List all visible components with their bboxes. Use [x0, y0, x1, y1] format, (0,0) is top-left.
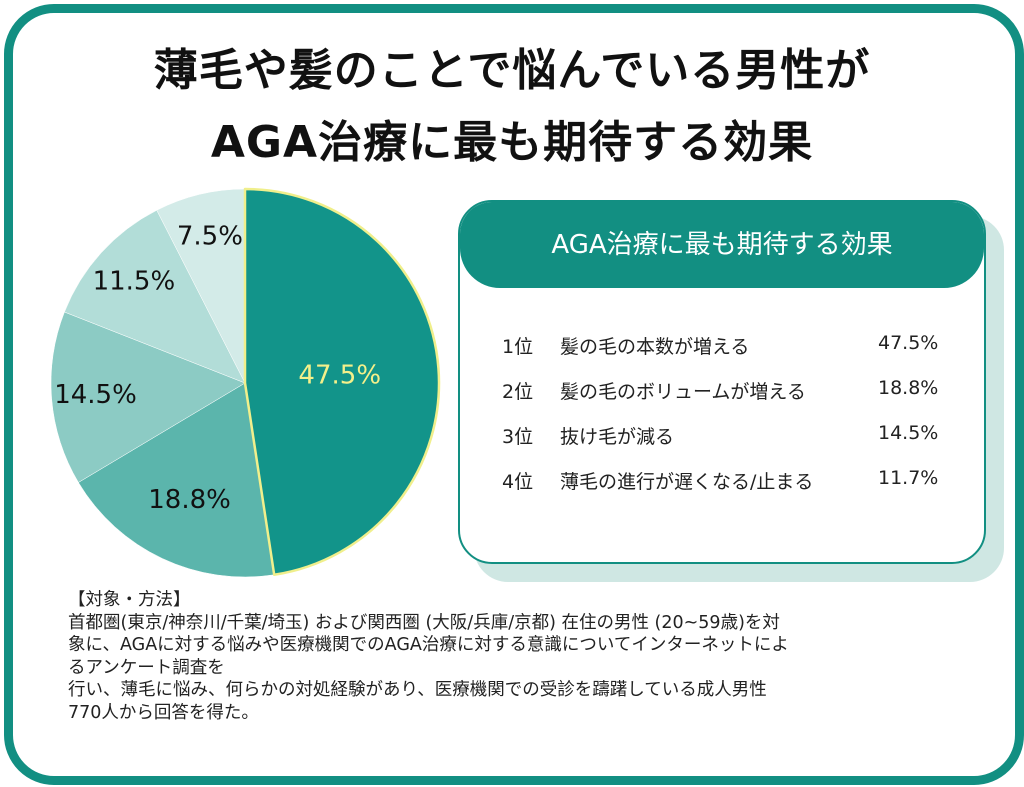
- pie-label-1: 47.5%: [298, 360, 381, 390]
- pie-slice-2: [78, 382, 275, 578]
- rank-label: 薄毛の進行が遅くなる/止まる: [560, 471, 814, 493]
- card-header: AGA治療に最も期待する効果: [460, 202, 984, 288]
- pie-chart: 47.5% 18.8% 14.5% 11.5%7.5%: [50, 187, 441, 578]
- method-line: 首都圏(東京/神奈川/千葉/埼玉) および関西圏 (大阪/兵庫/京都) 在住の男…: [68, 612, 780, 633]
- pie-slice-3: [50, 311, 246, 483]
- title-line-1: 薄毛や髪のことで悩んでいる男性が: [153, 45, 871, 96]
- rank-value: 11.7%: [878, 467, 939, 489]
- rank-position: 4位: [502, 471, 534, 493]
- rank-position: 2位: [502, 381, 534, 403]
- pie-slice-1: [243, 187, 441, 577]
- rank-value: 14.5%: [878, 422, 939, 444]
- method-line: 行い、薄毛に悩み、何らかの対処経験があり、医療機関での受診を躊躇している成人男性: [68, 680, 767, 700]
- pie-label-5: 7.5%: [177, 222, 243, 252]
- rank-label: 抜け毛が減る: [560, 426, 675, 448]
- rank-label: 髪の毛の本数が増える: [560, 336, 750, 358]
- rank-value: 18.8%: [878, 377, 939, 399]
- title-line-2: AGA治療に最も期待する効果: [210, 117, 814, 168]
- rank-label: 髪の毛のボリュームが増える: [560, 381, 806, 403]
- ranking-card: AGA治療に最も期待する効果 1位 髪の毛の本数が増える 47.5% 2位 髪の…: [458, 200, 986, 564]
- rank-row: 4位 薄毛の進行が遅くなる/止まる 11.7%: [460, 467, 984, 497]
- pie-slice-4: [64, 209, 246, 384]
- rank-position: 3位: [502, 426, 534, 448]
- pie-label-4: 11.5%: [93, 267, 176, 297]
- rank-row: 2位 髪の毛のボリュームが増える 18.8%: [460, 377, 984, 407]
- method-line: 象に、AGAに対する悩みや医療機関でのAGA治療に対する意識についてインターネッ…: [68, 635, 789, 655]
- method-heading: 【対象・方法】: [68, 590, 191, 610]
- rank-row: 3位 抜け毛が減る 14.5%: [460, 422, 984, 452]
- method-line: 770人から回答を得た。: [68, 702, 259, 723]
- pie-label-3: 14.5%: [54, 380, 137, 410]
- method-line: るアンケート調査を: [68, 657, 225, 678]
- rank-value: 47.5%: [878, 332, 939, 354]
- ranking-list: 1位 髪の毛の本数が増える 47.5% 2位 髪の毛のボリュームが増える 18.…: [460, 202, 984, 562]
- rank-position: 1位: [502, 336, 534, 358]
- rank-row: 1位 髪の毛の本数が増える 47.5%: [460, 332, 984, 362]
- method-note: 【対象・方法】 首都圏(東京/神奈川/千葉/埼玉) および関西圏 (大阪/兵庫/…: [68, 589, 968, 724]
- pie-label-2: 18.8%: [148, 485, 231, 515]
